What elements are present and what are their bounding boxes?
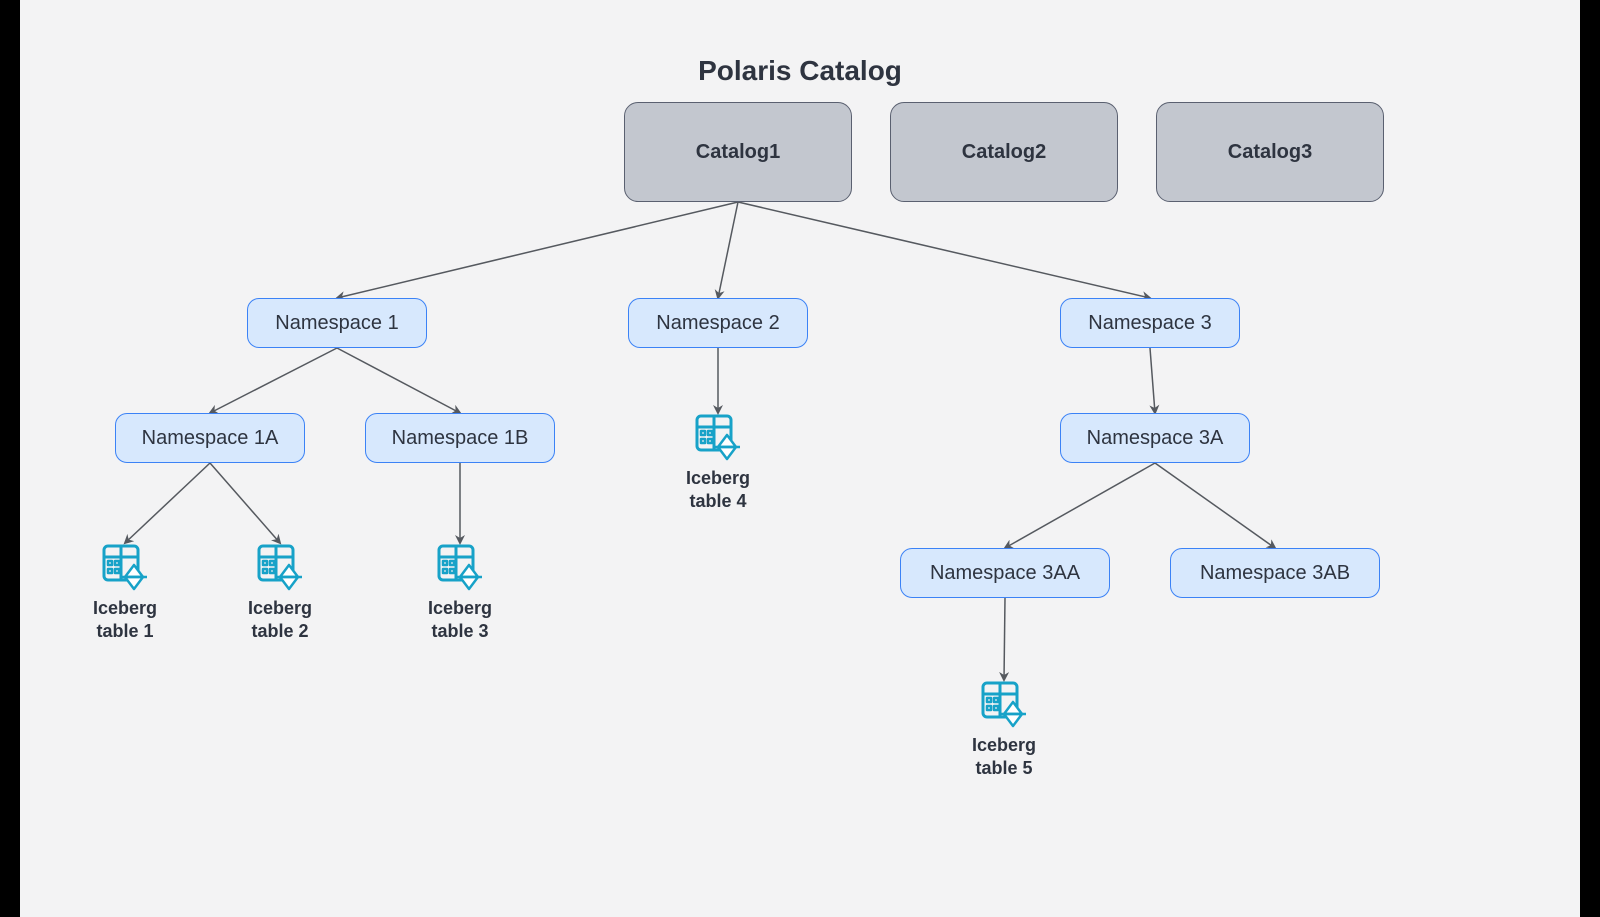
- diagram-canvas: Polaris Catalog Catalog1 Catalog2 Catalo…: [20, 0, 1580, 917]
- iceberg-table-4: Iceberg table 4: [658, 413, 778, 512]
- iceberg-table-3: Iceberg table 3: [400, 543, 520, 642]
- namespace-3ab: Namespace 3AB: [1170, 548, 1380, 598]
- namespace-3: Namespace 3: [1060, 298, 1240, 348]
- table-label: Iceberg table 2: [248, 597, 312, 642]
- iceberg-icon: [256, 543, 304, 591]
- table-label: Iceberg table 4: [686, 467, 750, 512]
- iceberg-table-5: Iceberg table 5: [944, 680, 1064, 779]
- iceberg-table-2: Iceberg table 2: [220, 543, 340, 642]
- iceberg-icon: [436, 543, 484, 591]
- namespace-3aa: Namespace 3AA: [900, 548, 1110, 598]
- table-label: Iceberg table 3: [428, 597, 492, 642]
- catalog-box-3: Catalog3: [1156, 102, 1384, 202]
- iceberg-icon: [980, 680, 1028, 728]
- iceberg-icon: [101, 543, 149, 591]
- diagram-title: Polaris Catalog: [640, 55, 960, 87]
- catalog-box-1: Catalog1: [624, 102, 852, 202]
- iceberg-icon: [694, 413, 742, 461]
- catalog-box-2: Catalog2: [890, 102, 1118, 202]
- namespace-1a: Namespace 1A: [115, 413, 305, 463]
- table-label: Iceberg table 1: [93, 597, 157, 642]
- namespace-1b: Namespace 1B: [365, 413, 555, 463]
- namespace-1: Namespace 1: [247, 298, 427, 348]
- namespace-2: Namespace 2: [628, 298, 808, 348]
- table-label: Iceberg table 5: [972, 734, 1036, 779]
- namespace-3a: Namespace 3A: [1060, 413, 1250, 463]
- iceberg-table-1: Iceberg table 1: [65, 543, 185, 642]
